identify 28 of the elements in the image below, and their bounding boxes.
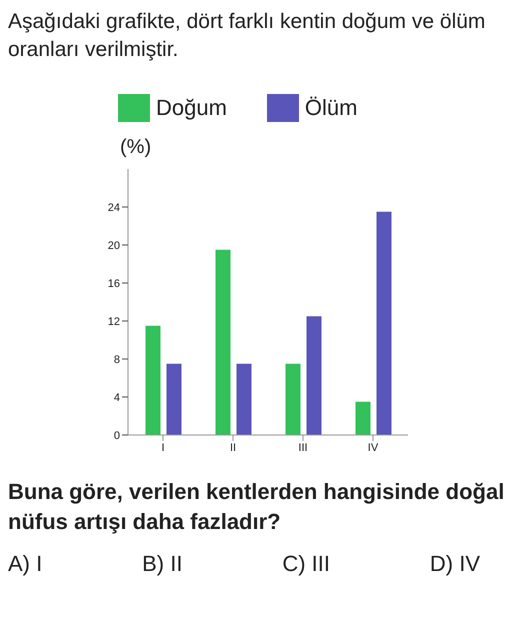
y-axis-title: (%) (120, 136, 152, 159)
y-tick-label: 20 (108, 240, 120, 252)
bar (146, 326, 160, 435)
bar (376, 212, 392, 435)
legend-label: Ölüm (304, 95, 358, 121)
bar (356, 402, 370, 435)
x-tick-label: III (298, 442, 308, 454)
y-tick-label: 0 (114, 430, 120, 442)
text: A) I (8, 551, 42, 577)
bar (216, 250, 230, 435)
bar (166, 364, 182, 435)
text: Buna göre, verilen kentlerden hangisinde doğal nüfus artışı daha fazladır? (8, 478, 506, 536)
y-tick-label: 12 (108, 316, 120, 328)
y-tick-label: 8 (114, 354, 120, 366)
bar (306, 316, 322, 435)
text: B) II (142, 551, 182, 577)
bar (286, 364, 300, 435)
x-tick-label: II (230, 442, 236, 454)
chart-title: Aşağıdaki grafikte, dört farklı kentin doğum ve ölüm oranları verilmiştir. (8, 9, 486, 63)
text: D) IV (430, 551, 480, 577)
x-tick-label: IV (368, 442, 379, 454)
x-tick-label: I (161, 442, 165, 454)
y-tick-label: 4 (114, 392, 120, 404)
text: C) III (282, 551, 330, 577)
y-tick-label: 16 (108, 278, 120, 290)
y-tick-label: 24 (108, 202, 120, 214)
bar (236, 364, 252, 435)
legend-label: Doğum (156, 95, 227, 121)
